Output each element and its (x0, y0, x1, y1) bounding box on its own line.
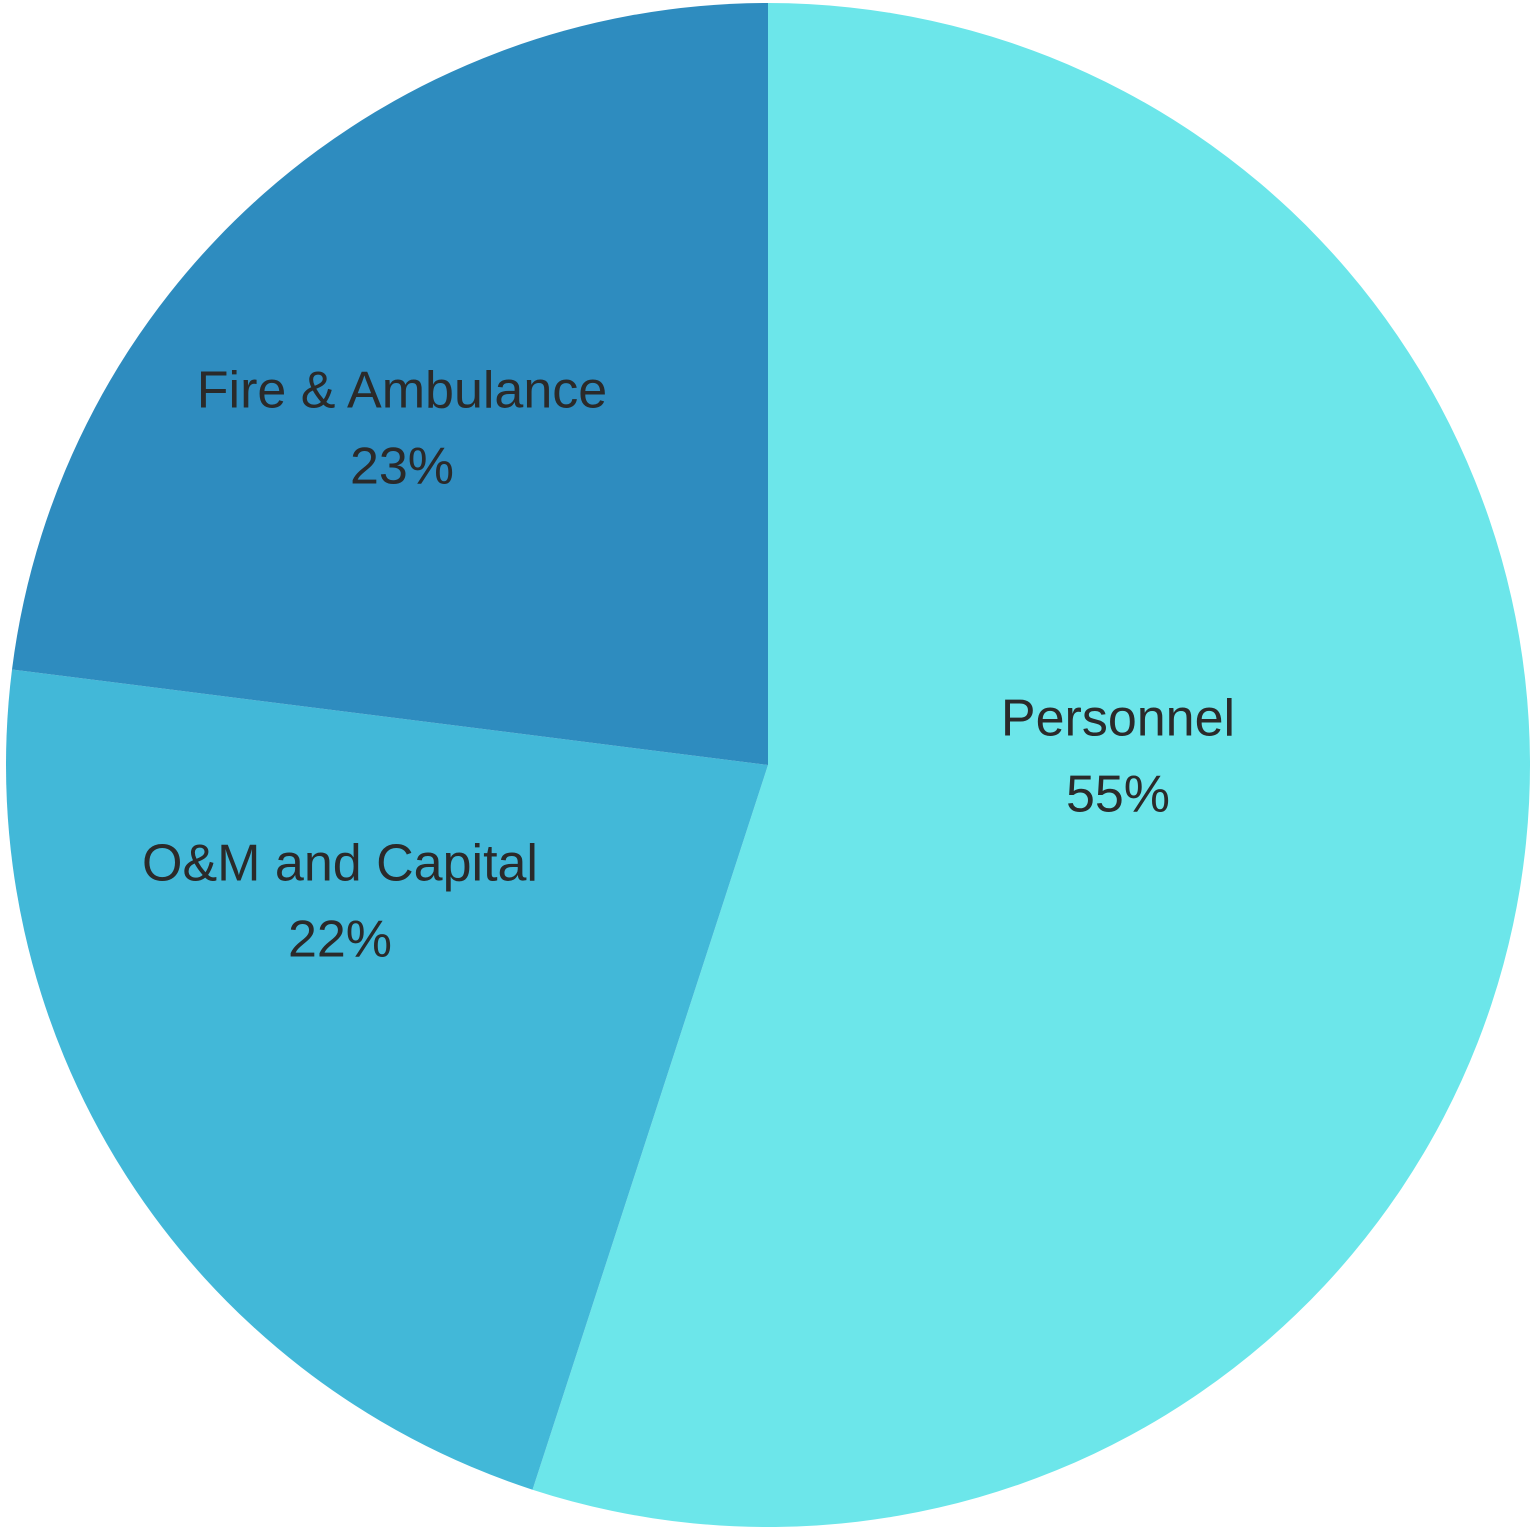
slice-label: Personnel (1001, 690, 1235, 748)
value-label: 22% (288, 911, 392, 969)
pie-slice (12, 3, 768, 765)
value-label: 55% (1066, 766, 1170, 824)
slice-label: O&M and Capital (142, 835, 538, 893)
value-label: 23% (350, 438, 454, 496)
pie-slice (6, 669, 769, 1490)
slice-label: Fire & Ambulance (197, 362, 607, 420)
pie-slice (532, 3, 1531, 1528)
